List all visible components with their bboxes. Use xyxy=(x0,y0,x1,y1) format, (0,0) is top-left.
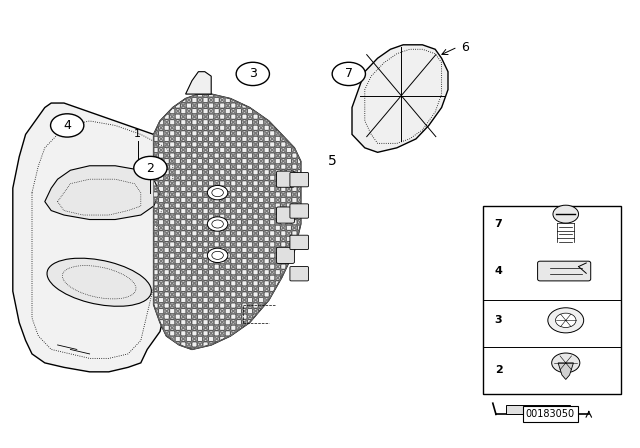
Text: 7: 7 xyxy=(345,67,353,81)
Circle shape xyxy=(207,248,228,263)
Text: 4: 4 xyxy=(495,266,502,276)
Circle shape xyxy=(552,353,580,373)
Circle shape xyxy=(134,156,167,180)
Bar xyxy=(483,206,621,394)
Circle shape xyxy=(207,217,228,231)
FancyBboxPatch shape xyxy=(276,171,294,187)
Text: 1: 1 xyxy=(134,129,141,139)
Text: 3: 3 xyxy=(249,67,257,81)
Text: 6: 6 xyxy=(461,40,468,54)
Text: 7: 7 xyxy=(495,219,502,229)
Circle shape xyxy=(51,114,84,137)
Circle shape xyxy=(556,313,576,327)
Polygon shape xyxy=(186,72,211,94)
Circle shape xyxy=(548,308,584,333)
Polygon shape xyxy=(352,45,448,152)
Polygon shape xyxy=(558,363,573,379)
FancyBboxPatch shape xyxy=(290,172,308,187)
Text: 5: 5 xyxy=(328,154,337,168)
Circle shape xyxy=(207,185,228,200)
Bar xyxy=(506,405,570,414)
Ellipse shape xyxy=(47,258,152,306)
FancyBboxPatch shape xyxy=(538,261,591,281)
FancyBboxPatch shape xyxy=(290,267,308,281)
Text: 3: 3 xyxy=(495,315,502,325)
FancyBboxPatch shape xyxy=(276,207,294,223)
Circle shape xyxy=(236,62,269,86)
Polygon shape xyxy=(45,166,160,220)
Text: 2: 2 xyxy=(495,365,502,375)
Text: 2: 2 xyxy=(147,161,154,175)
Polygon shape xyxy=(13,103,192,372)
Circle shape xyxy=(332,62,365,86)
Polygon shape xyxy=(154,94,301,349)
Circle shape xyxy=(553,205,579,223)
FancyBboxPatch shape xyxy=(290,235,308,250)
FancyBboxPatch shape xyxy=(276,247,294,263)
FancyBboxPatch shape xyxy=(290,204,308,218)
Text: 4: 4 xyxy=(63,119,71,132)
Text: 00183050: 00183050 xyxy=(526,409,575,419)
